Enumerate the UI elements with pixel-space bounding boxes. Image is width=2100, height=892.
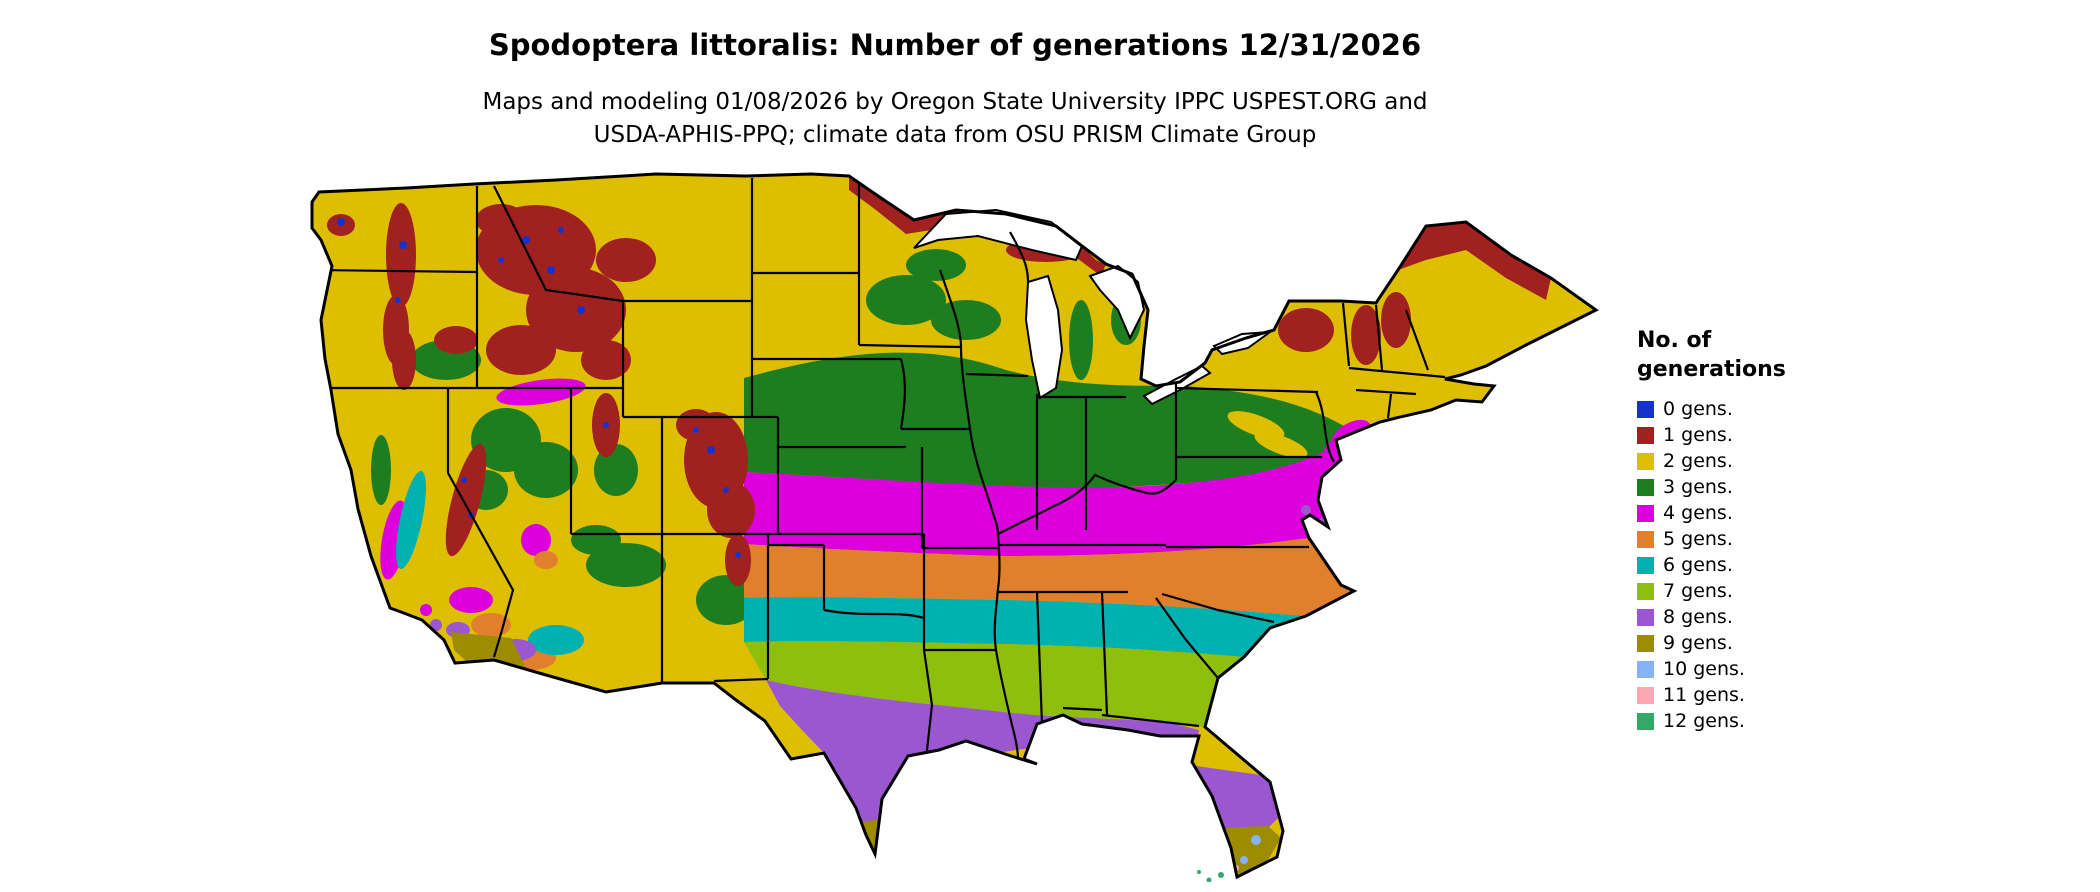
legend-item: 3 gens.	[1637, 478, 1786, 497]
subtitle-line-1: Maps and modeling 01/08/2026 by Oregon S…	[482, 89, 1428, 115]
legend-item: 5 gens.	[1637, 530, 1786, 549]
legend-item: 1 gens.	[1637, 426, 1786, 445]
legend-item-label: 7 gens.	[1663, 580, 1733, 602]
legend-swatch	[1637, 453, 1654, 470]
legend-swatch	[1637, 635, 1654, 652]
legend-item: 10 gens.	[1637, 660, 1786, 679]
legend-swatch	[1637, 583, 1654, 600]
legend-title-line-1: No. of	[1637, 328, 1712, 353]
legend-item: 6 gens.	[1637, 556, 1786, 575]
legend-item: 12 gens.	[1637, 712, 1786, 731]
legend-swatch	[1637, 687, 1654, 704]
legend-swatch	[1637, 505, 1654, 522]
legend-item: 9 gens.	[1637, 634, 1786, 653]
legend-swatch	[1637, 713, 1654, 730]
legend-item-label: 10 gens.	[1663, 658, 1745, 680]
legend-item-label: 9 gens.	[1663, 632, 1733, 654]
legend-swatch	[1637, 531, 1654, 548]
legend-swatch	[1637, 401, 1654, 418]
legend: No. of generations 0 gens. 1 gens. 2 gen…	[1637, 326, 1786, 731]
legend-item: 4 gens.	[1637, 504, 1786, 523]
legend-swatch	[1637, 557, 1654, 574]
state-borders	[313, 176, 1446, 760]
legend-item: 8 gens.	[1637, 608, 1786, 627]
zone-2-gens-ridges	[1227, 411, 1308, 458]
generation-zones	[312, 174, 1596, 877]
legend-swatch	[1637, 427, 1654, 444]
legend-swatch	[1637, 479, 1654, 496]
zone-4-gens	[380, 378, 1371, 616]
lake-ontario	[1212, 330, 1274, 356]
legend-items: 0 gens. 1 gens. 2 gens. 3 gens. 4 gens. …	[1637, 400, 1786, 731]
legend-swatch	[1637, 661, 1654, 678]
us-outline	[310, 172, 1599, 880]
map-subtitle: Maps and modeling 01/08/2026 by Oregon S…	[0, 86, 1910, 152]
legend-item: 11 gens.	[1637, 686, 1786, 705]
zone-0-gens	[337, 218, 741, 558]
us-generations-map	[306, 170, 1600, 882]
lake-michigan	[1024, 274, 1064, 400]
map-svg	[310, 172, 1599, 882]
map-title: Spodoptera littoralis: Number of generat…	[488, 28, 1422, 62]
legend-item-label: 8 gens.	[1663, 606, 1733, 628]
zone-12-gens-keys	[1197, 870, 1224, 882]
legend-item-label: 6 gens.	[1663, 554, 1733, 576]
legend-item-label: 1 gens.	[1663, 424, 1733, 446]
subtitle-line-2: USDA-APHIS-PPQ; climate data from OSU PR…	[593, 122, 1317, 148]
legend-item: 7 gens.	[1637, 582, 1786, 601]
legend-item-label: 2 gens.	[1663, 450, 1733, 472]
header: Spodoptera littoralis: Number of generat…	[0, 26, 1910, 152]
legend-item-label: 5 gens.	[1663, 528, 1733, 550]
legend-item-label: 3 gens.	[1663, 476, 1733, 498]
legend-item-label: 0 gens.	[1663, 398, 1733, 420]
legend-title: No. of generations	[1637, 326, 1786, 384]
legend-swatch	[1637, 609, 1654, 626]
legend-item: 2 gens.	[1637, 452, 1786, 471]
legend-item-label: 12 gens.	[1663, 710, 1745, 732]
legend-item: 0 gens.	[1637, 400, 1786, 419]
legend-item-label: 4 gens.	[1663, 502, 1733, 524]
zone-10-gens	[1240, 835, 1261, 864]
legend-item-label: 11 gens.	[1663, 684, 1745, 706]
legend-title-line-2: generations	[1637, 357, 1786, 382]
